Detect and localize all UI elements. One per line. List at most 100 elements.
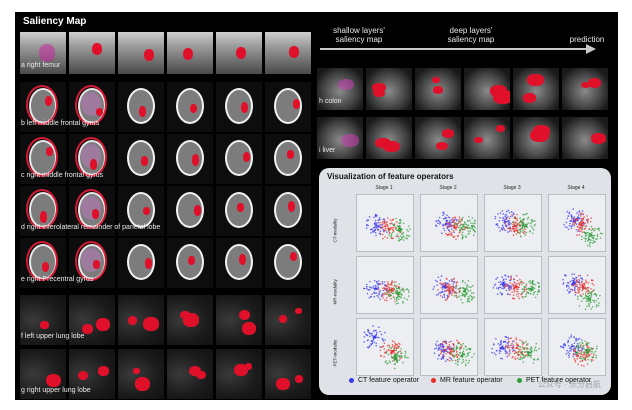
legend-label: CT feature operator [358,377,419,384]
feature-visualization-panel: Visualization of feature operators Stage… [319,168,611,395]
scatter-plot [484,194,542,252]
saliency-tile [20,349,66,399]
progress-arrow-line [320,48,588,50]
figure-title: Saliency Map [23,16,87,27]
saliency-tile [20,82,66,132]
saliency-tile [20,32,66,74]
saliency-tile [265,186,311,236]
watermark: 公众号 · 乐分启航 [537,380,601,389]
scatter-plot [356,318,414,376]
scatter-plot [548,256,606,314]
stage-header: Stage 4 [567,185,585,191]
scatter-plot [356,194,414,252]
saliency-tile [464,68,510,110]
saliency-tile [69,32,115,74]
saliency-tile [118,32,164,74]
saliency-tile [216,186,262,236]
row-label: h colon [319,98,342,105]
saliency-tile [118,295,164,345]
saliency-tile [118,186,164,236]
vis-title: Visualization of feature operators [327,172,454,181]
saliency-tile [69,349,115,399]
row-label: e right Precentral gyrus [21,276,94,283]
saliency-tile [167,82,213,132]
saliency-tile [216,32,262,74]
row-label: f left upper lung lobe [21,333,85,340]
saliency-tile [69,134,115,184]
legend-dot-icon [517,377,522,383]
saliency-tile [167,238,213,288]
saliency-tile [216,238,262,288]
row-label: d right inferolateral remainder of parie… [21,224,161,231]
saliency-tile [265,349,311,399]
saliency-tile [69,295,115,345]
saliency-tile [20,295,66,345]
header-deep: deep layers' saliency map [447,26,495,44]
legend-dot-icon [431,377,436,383]
modality-label: PET-modality [332,339,338,367]
stage-header: Stage 2 [439,185,457,191]
saliency-tile [118,82,164,132]
stage-header: Stage 3 [503,185,521,191]
saliency-tile [167,186,213,236]
stage-header: Stage 1 [375,185,393,191]
scatter-plot [420,318,478,376]
header-shallow: shallow layers' saliency map [333,26,385,44]
arrow-head-icon [586,44,596,54]
saliency-tile [118,134,164,184]
row-label: i liver [319,147,336,154]
saliency-tile [265,134,311,184]
saliency-tile [118,349,164,399]
saliency-tile [20,238,66,288]
saliency-tile [20,186,66,236]
saliency-tile [415,68,461,110]
saliency-tile [216,349,262,399]
saliency-tile [513,68,559,110]
saliency-tile [167,134,213,184]
legend-item: MR feature operator [431,377,503,384]
saliency-tile [562,68,608,110]
saliency-tile [265,32,311,74]
saliency-tile [415,117,461,159]
saliency-tile [69,238,115,288]
saliency-tile [216,134,262,184]
legend-dot-icon [349,377,354,383]
scatter-plot [420,256,478,314]
legend-item: PET feature operator [517,377,591,384]
scatter-plot [420,194,478,252]
scatter-plot [356,256,414,314]
scatter-plot [484,256,542,314]
legend-label: MR feature operator [440,377,503,384]
saliency-tile [464,117,510,159]
saliency-tile [118,238,164,288]
saliency-tile [265,295,311,345]
saliency-tile [366,117,412,159]
saliency-tile [562,117,608,159]
saliency-tile [265,238,311,288]
saliency-tile [265,82,311,132]
scatter-plot [548,318,606,376]
row-label: c right middle frontal gyrus [21,172,104,179]
modality-label: CT-modality [332,218,338,243]
legend-label: PET feature operator [526,377,592,384]
saliency-tile [69,82,115,132]
modality-label: MR-modality [332,279,338,305]
saliency-tile [167,349,213,399]
scatter-plot [484,318,542,376]
saliency-tile [167,32,213,74]
row-label: a right femur [21,62,61,69]
saliency-tile [513,117,559,159]
scatter-plot [548,194,606,252]
saliency-tile [20,134,66,184]
saliency-tile [317,68,363,110]
saliency-tile [366,68,412,110]
saliency-tile [69,186,115,236]
header-prediction: prediction [569,35,605,44]
saliency-tile [216,295,262,345]
saliency-tile [317,117,363,159]
legend-item: CT feature operator [349,377,419,384]
saliency-tile [216,82,262,132]
row-label: g right upper lung lobe [21,387,91,394]
row-label: b left middle frontal gyrus [21,120,100,127]
saliency-tile [167,295,213,345]
